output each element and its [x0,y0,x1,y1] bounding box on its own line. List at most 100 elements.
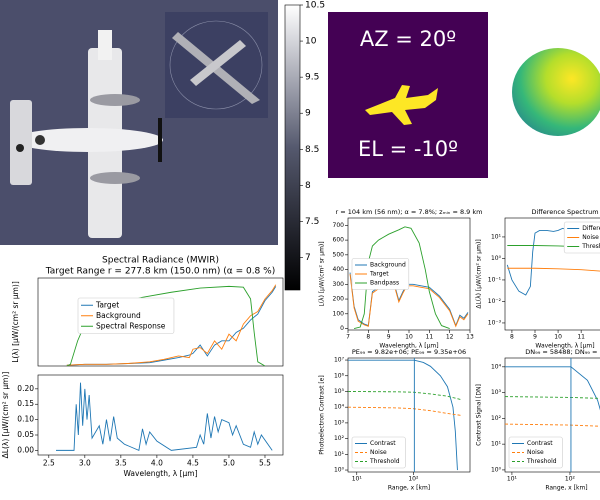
colorbar [284,4,301,291]
plot-lines [348,358,462,472]
series-line [507,267,600,272]
x-tick-label: 9 [533,334,537,341]
colorbar-tick-label: 7.5 [305,217,319,227]
chart-title: Spectral Radiance (MWIR) [102,256,219,266]
y-tick-label: 0 [340,325,344,332]
x-tick-label: 3.0 [79,459,91,468]
series-line [348,391,462,401]
y-tick-label: 10² [334,435,345,442]
y-tick-label: 10⁰ [491,466,502,473]
y-tick-label: 10¹ [334,451,345,458]
x-tick-label: 8 [366,334,370,341]
x-tick-label: 7 [346,334,350,341]
y-axis-label: L(λ) [μW/(cm² sr μm)] [319,241,326,306]
legend-label: Bandpass [370,280,399,287]
y-tick-label: 600 [333,237,345,244]
y-tick-label: 500 [333,251,345,258]
y-tick-label: 10⁴ [334,404,345,411]
x-tick-label: 10 [405,334,413,341]
colorbar-tick-label: 9 [305,109,311,119]
y-tick-label: 10³ [491,389,502,396]
x-tick-label: 9 [387,334,391,341]
x-tick-label: 5.5 [259,459,271,468]
legend-label: Noise [527,449,544,456]
aircraft-render [0,0,278,245]
y-tick-label: 10⁴ [491,363,502,370]
x-tick-label: 10 [554,334,562,341]
series-line [505,396,600,399]
chart-title: r = 104 km (56 nm); α = 7.8%; zₘᵢₙ = 8.9… [336,208,483,216]
chart-2: 0.00 0.05 0.10 0.15 0.20 2.5 3.0 3.5 4.0 4.5 5.0 5.… [1,372,284,478]
x-tick-label: 11 [426,334,434,341]
colorbar-tick-label: 7 [305,253,311,263]
chart-6: 10⁰ 10¹ 10² 10³ 10⁴ 10¹ 10² DN₉₉ = 58488; DN₉₉ … [476,348,600,492]
elevation-label: EL = -10º [358,137,458,161]
y-tick-label: 10⁶ [334,372,345,379]
y-tick-label: 300 [333,281,345,288]
legend-label: Noise [582,234,599,241]
y-tick-label: 700 [333,222,345,229]
colorbar-tick-label: 8 [305,181,311,191]
legend-label: Background [96,311,141,320]
series-line [505,423,600,427]
chart-title: PE₉₉ = 9.82e+06; PE₉₉ = 9.35e+06 [352,348,466,356]
y-tick-label: 10⁰ [334,467,345,474]
series-line [66,285,266,366]
y-tick-label: 10² [491,415,502,422]
legend-label: Threshold [526,458,557,465]
x-tick-label: 3.5 [115,459,127,468]
y-tick-label: 10⁻¹ [488,276,502,283]
y-tick-label: 200 [333,296,345,303]
x-tick-label: 8 [510,334,514,341]
y-tick-label: 0.15 [17,399,34,408]
chart-3: 0 100 200 300 400 500 600 700 7 8 9 10 11 12 13 r = 104… [319,208,483,350]
y-tick-label: 0.10 [17,415,34,424]
legend-box [77,297,175,334]
y-tick-label: 0.00 [17,445,34,454]
y-axis-label: Contrast Signal [DN] [476,384,483,446]
legend-label: Difference [582,225,600,232]
x-tick-label: 13 [466,334,474,341]
y-tick-label: 10¹ [491,233,502,240]
chart-5: 10⁰ 10¹ 10² 10³ 10⁴ 10⁵ 10⁶ 10⁷ 10¹ 10² PE₉₉ = 9.8… [319,348,471,492]
y-tick-label: 0.05 [17,430,34,439]
legend-label: Threshold [369,458,400,465]
x-tick-label: 2.5 [43,459,55,468]
x-tick-label: 10¹ [352,476,363,483]
legend-box [508,436,563,469]
legend-label: Contrast [527,440,553,447]
chart-title: Difference Spectrum [531,208,598,216]
series-line [56,382,273,452]
y-tick-label: 10⁰ [491,255,502,262]
x-tick-label: 10² [565,476,576,483]
chart-subtitle: Target Range r = 277.8 km (150.0 nm) (α … [45,267,275,277]
series-line [505,366,600,411]
y-tick-label: 10¹ [491,441,502,448]
legend-box [563,221,600,254]
y-tick-label: 400 [333,266,345,273]
legend-box [351,258,410,290]
legend-label: Contrast [370,440,396,447]
x-tick-label: 10² [408,476,419,483]
x-axis-label: Range, x [km] [545,485,587,492]
x-tick-label: 4.0 [151,459,163,468]
x-axis-label: Range, x [km] [388,485,430,492]
x-axis-label: Wavelength, λ [μm] [379,343,438,350]
legend-label: Spectral Response [96,321,166,330]
legend-label: Background [370,262,406,269]
plot-lines [66,284,277,366]
legend-label: Threshold [581,243,600,250]
y-tick-label: 100 [333,310,345,317]
legend-box [351,436,406,469]
series-line [348,406,462,416]
colorbar-tick-label: 9.5 [305,73,319,83]
y-tick-label: 10³ [334,419,345,426]
legend-label: Target [369,271,389,278]
colorbar-tick-label: 10.5 [305,1,325,11]
series-line [348,359,458,471]
chart-title: DN₉₉ = 58488; DN₉₉ = 55 [525,348,600,356]
plot-lines [505,358,600,472]
colorbar-tick-label: 10 [305,37,317,47]
